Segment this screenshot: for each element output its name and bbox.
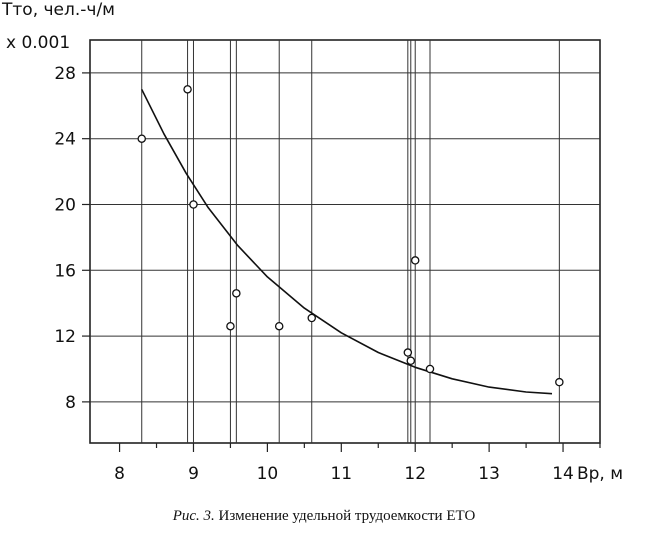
- x-axis-label: Вр, м: [577, 464, 623, 484]
- y-tick-label: 12: [54, 327, 76, 347]
- caption-prefix: Рис. 3.: [172, 508, 215, 524]
- trend-curve: [140, 88, 553, 395]
- data-point: [406, 356, 416, 366]
- data-point: [183, 85, 192, 94]
- x-tick-label: 11: [330, 464, 352, 484]
- x-tick-label: 13: [478, 464, 500, 484]
- data-point: [137, 134, 146, 143]
- x-tick-label: 12: [404, 464, 426, 484]
- x-tick-label: 10: [257, 464, 279, 484]
- x-tick-label: 14: [552, 464, 574, 484]
- data-point: [189, 200, 198, 209]
- data-point: [425, 364, 435, 374]
- y-tick-label: 28: [54, 64, 76, 84]
- y-tick-label: 24: [54, 130, 76, 150]
- y-tick-label: 8: [65, 393, 76, 413]
- data-point: [274, 321, 284, 331]
- y-tick-label: 16: [54, 261, 76, 281]
- figure-caption: Рис. 3. Изменение удельной трудоемкости …: [0, 508, 648, 525]
- data-point: [307, 313, 316, 323]
- data-point: [226, 321, 235, 331]
- y-axis-multiplier: x 0.001: [6, 33, 70, 53]
- data-point: [403, 348, 413, 357]
- y-tick-label: 20: [54, 195, 76, 215]
- data-point: [555, 377, 564, 387]
- x-tick-label: 8: [114, 464, 125, 484]
- plot-area-frame: [89, 39, 601, 444]
- data-point: [232, 289, 241, 298]
- caption-text: Изменение удельной трудоемкости ЕТО: [214, 508, 476, 524]
- x-tick-label: 9: [188, 464, 199, 484]
- data-point: [410, 256, 420, 265]
- y-axis-label: Тто, чел.-ч/м: [1, 0, 115, 20]
